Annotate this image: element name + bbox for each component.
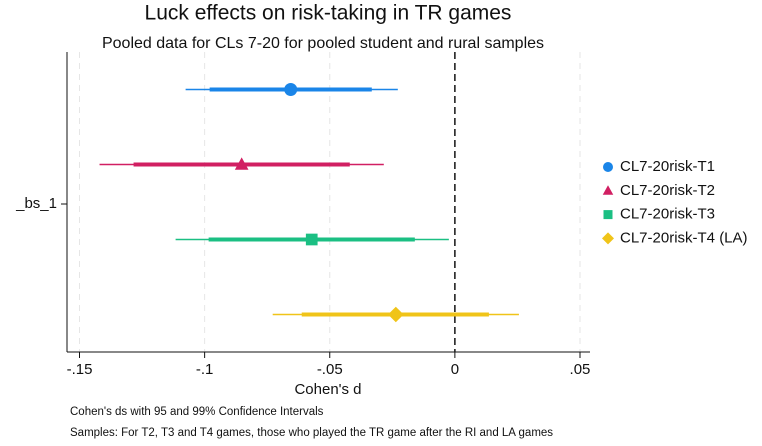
chart-subtitle: Pooled data for CLs 7-20 for pooled stud… [102,35,544,52]
x-tick-label: -.05 [317,361,343,378]
legend-marker [603,210,613,220]
x-tick-label: -.1 [196,361,214,378]
legend-marker [603,162,613,172]
legend-label: CL7-20risk-T3 [620,206,715,223]
point [305,233,318,246]
legend-marker [602,185,614,195]
y-tick-label: _bs_1 [15,195,57,212]
point [284,83,298,96]
chart-title: Luck effects on risk-taking in TR games [145,2,512,25]
note: Samples: For T2, T3 and T4 games, those … [70,427,553,439]
x-tick-label: .05 [570,361,591,378]
point [388,306,404,323]
x-axis-label: Cohen's d [294,381,361,398]
legend-label: CL7-20risk-T4 (LA) [620,229,748,246]
legend-label: CL7-20risk-T1 [620,158,715,175]
legend-label: CL7-20risk-T2 [620,182,715,199]
point [234,157,249,170]
x-tick-label: 0 [451,361,459,378]
note: Cohen's ds with 95 and 99% Confidence In… [70,406,324,418]
x-tick-label: -.15 [67,361,93,378]
legend-marker [602,232,614,245]
